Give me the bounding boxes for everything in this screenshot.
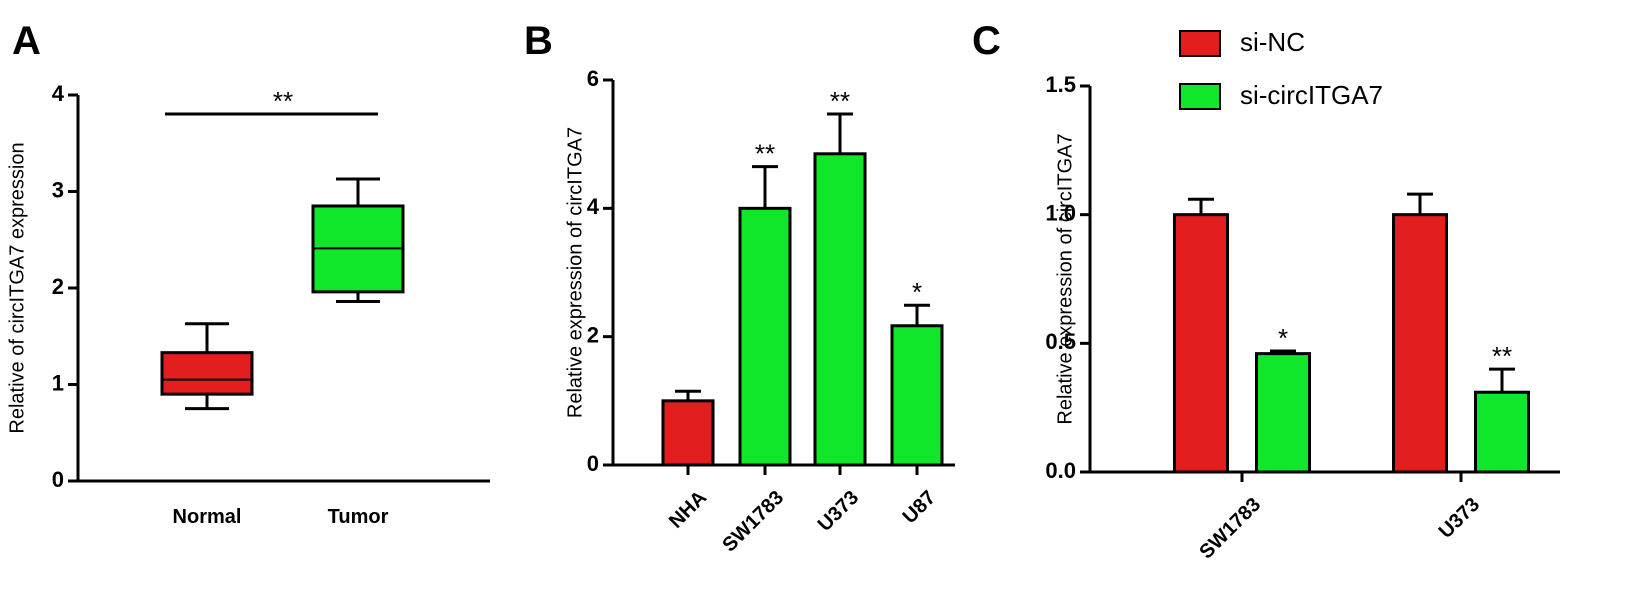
bar <box>813 152 867 467</box>
x-tick-label: Normal <box>173 506 242 528</box>
bar <box>1474 390 1530 474</box>
bar <box>1173 213 1229 474</box>
x-tick-label: U373 <box>1435 494 1484 543</box>
legend-swatch <box>1179 83 1221 110</box>
y-axis-label: Relative expression of circITGA7 <box>1054 133 1076 424</box>
significance-label: ** <box>755 139 775 169</box>
box <box>160 351 254 396</box>
significance-label: * <box>1278 323 1288 353</box>
y-tick-label: 6 <box>587 66 599 91</box>
y-axis-label: Relative expression of circITGA7 <box>564 127 586 418</box>
panel-label: C <box>972 19 1001 63</box>
y-tick-label: 1.5 <box>1045 72 1076 97</box>
significance-label: ** <box>1492 341 1512 371</box>
panel-label: B <box>524 19 553 63</box>
x-tick-label: Tumor <box>328 506 389 528</box>
bar <box>661 399 715 467</box>
y-tick-label: 4 <box>587 194 600 219</box>
x-tick-label: U87 <box>899 487 941 529</box>
panel-label: A <box>12 19 41 63</box>
y-tick-label: 1.0 <box>1045 200 1076 225</box>
y-tick-label: 0 <box>52 467 64 492</box>
significance-label: ** <box>273 86 293 116</box>
x-tick-label: SW1783 <box>718 487 788 557</box>
bar <box>1255 352 1311 474</box>
legend-label: si-NC <box>1240 27 1305 57</box>
x-tick-label: U373 <box>814 487 863 536</box>
bar <box>738 206 792 467</box>
legend-swatch <box>1179 30 1221 57</box>
y-tick-label: 2 <box>52 274 64 299</box>
legend-label: si-circITGA7 <box>1240 80 1383 110</box>
y-tick-label: 0 <box>587 451 599 476</box>
significance-label: ** <box>830 86 850 116</box>
y-tick-label: 4 <box>52 81 65 106</box>
y-axis-label: Relative of circITGA7 expression <box>6 142 28 433</box>
bar <box>890 324 944 467</box>
y-tick-label: 1 <box>52 370 64 395</box>
significance-label: * <box>912 277 922 307</box>
y-tick-label: 3 <box>52 177 64 202</box>
bar <box>1392 213 1448 474</box>
y-tick-label: 0.5 <box>1045 329 1076 354</box>
y-tick-label: 0.0 <box>1045 458 1076 483</box>
x-tick-label: SW1783 <box>1195 494 1265 564</box>
y-tick-label: 2 <box>587 322 599 347</box>
x-tick-label: NHA <box>665 487 711 533</box>
